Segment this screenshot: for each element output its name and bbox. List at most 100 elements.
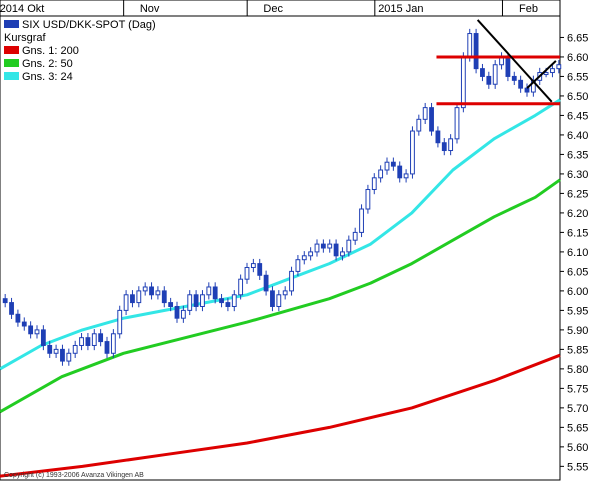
plot-frame [0, 15, 561, 481]
candle-body [441, 142, 447, 152]
candle-body [390, 161, 396, 167]
candle-body [9, 302, 14, 315]
candle-body [53, 348, 59, 354]
candle-body [231, 294, 237, 307]
candle-body [371, 177, 377, 191]
annotations [436, 19, 560, 106]
candle-body [257, 263, 263, 276]
candle-body [467, 33, 473, 58]
candle-body [174, 305, 180, 319]
legend-swatch [4, 20, 19, 28]
candle-body [416, 118, 422, 132]
candle-body [454, 107, 460, 140]
y-tick-label: 6.65 [567, 32, 588, 44]
candle-body [244, 266, 250, 280]
candle-body [435, 130, 441, 144]
candle-body [518, 79, 524, 89]
candle-body [72, 344, 78, 354]
candle-body [15, 313, 21, 323]
legend-label: SIX USD/DKK-SPOT (Dag) [22, 19, 156, 31]
x-tick-label: 2015 Jan [378, 3, 423, 15]
candle-body [384, 161, 390, 171]
candle-body [270, 290, 275, 307]
candle-body [448, 138, 454, 152]
candle-body [161, 290, 167, 304]
candle-body [365, 189, 371, 210]
y-tick-label: 6.55 [567, 71, 588, 83]
y-tick-label: 6.40 [567, 130, 588, 142]
y-tick-label: 6.50 [567, 91, 588, 103]
candle-body [378, 169, 384, 179]
y-tick-label: 5.60 [567, 442, 588, 454]
candle-body [346, 239, 352, 253]
y-tick-label: 5.65 [567, 422, 588, 434]
legend-swatch [4, 46, 19, 54]
candle-body [130, 294, 135, 304]
y-axis: 6.65 6.60 6.55 6.50 6.45 6.40 6.35 6.30 6.25 6.20… [560, 32, 588, 473]
candle-body [212, 286, 218, 300]
candle-body [238, 278, 244, 296]
y-tick-label: 6.00 [567, 286, 588, 298]
candle-body [85, 337, 91, 346]
candle-body [200, 294, 205, 307]
candle-body [21, 321, 27, 327]
candle-body [60, 348, 65, 362]
candle-body [136, 290, 142, 304]
candle-body [79, 337, 84, 346]
candle-body [28, 325, 34, 335]
ma-line-gns-3-24 [0, 98, 561, 371]
y-tick-label: 5.70 [567, 403, 588, 415]
candle-body [263, 274, 269, 292]
y-tick-label: 5.85 [567, 344, 588, 356]
candle-body [47, 344, 53, 354]
trend-line [526, 60, 557, 89]
candle-body [301, 255, 307, 261]
candle-body [511, 75, 517, 81]
candle-body [276, 294, 282, 307]
candle-body [308, 251, 314, 257]
x-tick-label: 2014 Okt [0, 3, 44, 15]
legend-label: Gns. 3: 24 [22, 71, 73, 83]
legend-label: Kursgraf [4, 32, 47, 44]
candle-body [206, 286, 212, 296]
y-tick-label: 6.10 [567, 247, 588, 259]
legend-label: Gns. 1: 200 [22, 45, 79, 57]
y-tick-label: 6.25 [567, 188, 588, 200]
y-tick-label: 6.05 [567, 266, 588, 278]
candle-body [340, 251, 345, 257]
x-tick-labels: 2014 Okt Nov Dec 2015 Jan Feb [0, 0, 538, 16]
candle-body [359, 208, 364, 233]
y-tick-label: 6.30 [567, 169, 588, 181]
candle-body [556, 64, 562, 70]
candle-body [550, 68, 555, 74]
candle-body [289, 270, 294, 292]
candle-body [505, 56, 511, 77]
y-tick-label: 6.60 [567, 52, 588, 64]
candle-body [225, 302, 231, 307]
x-tick-label: Dec [263, 3, 283, 15]
candle-body [314, 243, 320, 253]
candle-body [149, 286, 154, 296]
candle-body [180, 309, 186, 319]
x-tick-label: Nov [140, 3, 160, 15]
candle-body [168, 302, 174, 307]
candle-body [40, 329, 46, 346]
ma-line-gns-2-50 [0, 178, 561, 414]
candle-body [492, 64, 498, 85]
y-tick-label: 6.15 [567, 227, 588, 239]
legend-swatch [4, 59, 19, 67]
candle-body [410, 130, 415, 175]
y-tick-label: 5.55 [567, 461, 588, 473]
candle-body [110, 333, 116, 354]
candle-body [333, 243, 339, 257]
x-tick-label: Feb [519, 3, 538, 15]
plot-area [0, 15, 562, 481]
candle-body [543, 72, 549, 76]
candle-body [327, 243, 333, 249]
legend-swatch [4, 72, 19, 80]
legend-background [1, 17, 161, 85]
x-axis-header: 2014 Okt Nov Dec 2015 Jan Feb [0, 0, 561, 17]
y-tick-label: 5.95 [567, 305, 588, 317]
moving-average-lines [0, 98, 561, 478]
